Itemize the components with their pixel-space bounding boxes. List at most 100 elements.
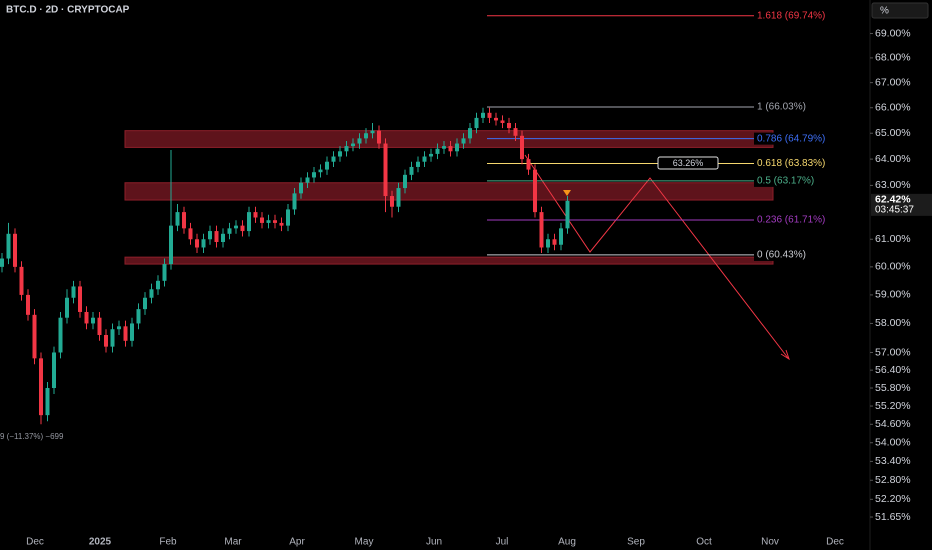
candle-body (13, 233, 17, 267)
candle-body (370, 130, 375, 134)
last-price-label: 62.42% (875, 194, 911, 206)
fib-label: 0.618 (63.83%) (757, 158, 825, 169)
y-tick-label: 63.00% (875, 179, 911, 191)
candle-body (487, 112, 492, 118)
candle-body (247, 212, 251, 232)
candle-body (65, 297, 69, 318)
candle-body (461, 138, 466, 144)
projection-label: 63.26% (673, 158, 704, 168)
candle-body (234, 225, 238, 229)
projection-path (524, 154, 789, 359)
candle-body (533, 169, 537, 213)
fib-label: 0.786 (64.79%) (757, 133, 825, 144)
x-tick-label: Nov (761, 537, 779, 548)
candle-body (455, 143, 459, 152)
candle-body (377, 130, 381, 144)
candle-body (520, 135, 524, 160)
signal-marker (563, 190, 571, 196)
candle-body (169, 225, 173, 265)
candle-body (32, 314, 37, 359)
candle-body (45, 388, 50, 416)
candle-body (539, 212, 544, 248)
candle-body (78, 286, 82, 312)
candle-body (188, 228, 193, 240)
y-tick-label: 61.00% (875, 233, 911, 245)
candle-body (481, 112, 485, 118)
candle-body (338, 151, 342, 157)
candle-body (39, 358, 43, 416)
candle-body (6, 233, 11, 259)
fib-label: 1.618 (69.74%) (757, 10, 825, 21)
candle-body (422, 156, 427, 162)
candle-body (390, 196, 394, 207)
candle-body (474, 117, 479, 129)
candle-body (240, 225, 245, 232)
candle-body (286, 209, 290, 226)
fib-label: 0.5 (63.17%) (757, 176, 814, 187)
candle-body (143, 297, 147, 310)
candle-body (253, 212, 258, 218)
y-tick-label: 51.65% (875, 511, 911, 523)
y-tick-label: 53.40% (875, 455, 911, 467)
candle-body (416, 161, 420, 167)
resistance-zone (124, 182, 774, 201)
candle-body (507, 122, 511, 129)
candle-body (19, 266, 24, 295)
fib-label-bg (754, 248, 809, 261)
y-tick-label: 66.00% (875, 102, 911, 114)
fib-label-bg (754, 174, 818, 187)
candle-body (448, 146, 453, 152)
y-tick-label: 60.00% (875, 261, 911, 273)
x-tick-label: Oct (696, 537, 712, 548)
fib-label: 0 (60.43%) (757, 250, 806, 261)
candle-body (513, 128, 518, 136)
candle-body (52, 352, 56, 389)
candle-body (130, 323, 134, 341)
candle-body (312, 172, 316, 178)
fib-label-bg (754, 157, 829, 170)
unit-button[interactable] (871, 2, 929, 19)
y-tick-label: 52.20% (875, 493, 911, 505)
fib-label-bg (754, 132, 829, 145)
candle-body (299, 182, 303, 194)
candle-body (26, 294, 30, 315)
candle-body (552, 239, 557, 245)
candle-body (383, 143, 388, 197)
candle-body (279, 222, 284, 226)
candle-body (409, 166, 414, 175)
candle-body (97, 317, 102, 336)
candle-body (442, 146, 446, 149)
candle-body (91, 317, 95, 324)
unit-label: % (880, 6, 889, 17)
x-tick-label: Mar (224, 537, 242, 548)
fib-label: 0.236 (61.71%) (757, 215, 825, 226)
x-tick-label: Feb (159, 537, 177, 548)
y-tick-label: 68.00% (875, 52, 911, 64)
candle-body (435, 148, 440, 154)
candle-body (136, 309, 141, 324)
x-tick-label: Apr (289, 537, 305, 548)
projection-arrowhead (780, 349, 790, 361)
candle-body (162, 264, 167, 281)
candle-body (227, 228, 232, 234)
candle-body (344, 146, 349, 152)
y-tick-label: 64.00% (875, 153, 911, 165)
y-tick-label: 57.00% (875, 346, 911, 358)
candle-body (546, 239, 550, 248)
candle-body (273, 220, 277, 223)
candle-body (357, 138, 362, 144)
y-tick-label: 69.00% (875, 27, 911, 39)
fib-label-bg (754, 9, 829, 22)
candle-body (208, 231, 212, 240)
low-annotation: 9 (−11.37%) −699 (0, 432, 64, 441)
y-tick-label: 56.40% (875, 364, 911, 376)
candle-body (84, 311, 89, 324)
countdown: 03:45:37 (875, 204, 914, 215)
candle-body (351, 143, 355, 147)
x-tick-label: May (355, 537, 374, 548)
candle-body (305, 177, 310, 183)
candle-body (526, 159, 531, 170)
